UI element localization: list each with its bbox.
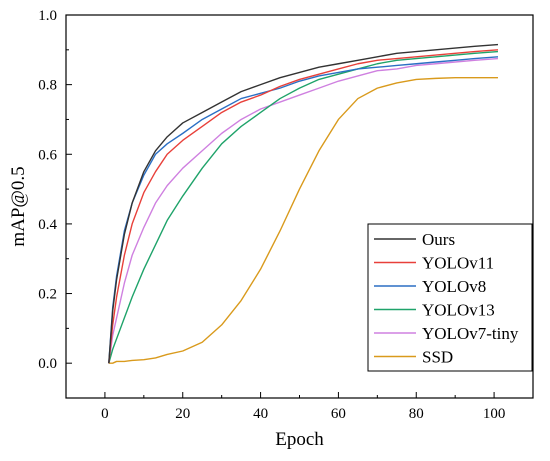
series-lines — [108, 43, 499, 364]
y-tick-label: 0.4 — [38, 217, 57, 233]
series-line-yolov13 — [108, 50, 499, 364]
y-tick-label: 0.6 — [38, 147, 57, 163]
y-tick-labels: 0.0 0.2 0.4 0.6 0.8 1.0 — [38, 8, 57, 372]
x-tick-label: 60 — [331, 406, 346, 422]
y-tick-label: 0.0 — [38, 356, 57, 372]
x-tick-label: 100 — [483, 406, 506, 422]
x-axis-title: Epoch — [275, 429, 324, 450]
legend-box — [367, 223, 533, 372]
series-line-yolov11 — [108, 49, 499, 364]
y-tick-label: 0.2 — [38, 287, 57, 303]
y-axis-title: mAP@0.5 — [8, 166, 29, 246]
x-tick-label: 20 — [175, 406, 190, 422]
y-tick-label: 1.0 — [38, 8, 57, 24]
y-tick-label: 0.8 — [38, 78, 57, 94]
legend-label: Ours — [422, 230, 455, 249]
x-tick-label: 40 — [253, 406, 268, 422]
series-line-ssd — [108, 76, 498, 364]
x-tick-labels: 0 20 40 60 80 100 — [101, 406, 505, 422]
series-line-yolov7-tiny — [108, 57, 499, 364]
legend-label: YOLOv11 — [422, 254, 494, 273]
x-tick-label: 80 — [409, 406, 424, 422]
legend-label: YOLOv7-tiny — [422, 324, 519, 343]
legend-label: SSD — [422, 348, 453, 367]
tick-marks — [66, 14, 495, 398]
series-line-ours — [108, 43, 499, 364]
legend-label: YOLOv13 — [422, 301, 495, 320]
legend: Ours YOLOv11 YOLOv8 YOLOv13 YOLOv7-tiny SSD — [367, 223, 533, 372]
x-tick-label: 0 — [101, 406, 109, 422]
legend-label: YOLOv8 — [422, 277, 486, 296]
